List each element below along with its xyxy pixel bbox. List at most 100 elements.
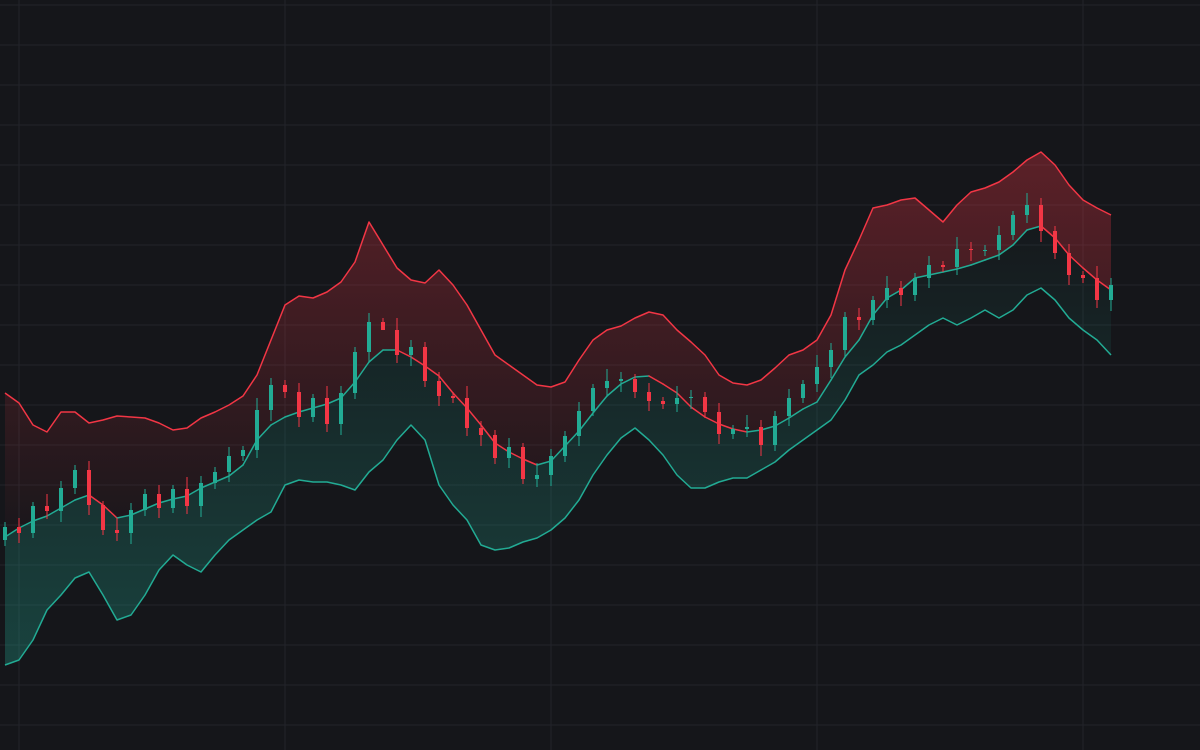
middle-line-segment (760, 425, 776, 431)
middle-line-segment (102, 504, 118, 519)
middle-line-segment (914, 274, 930, 279)
candle-body (129, 510, 133, 533)
middle-line-segment (1082, 267, 1098, 281)
candle-body (1095, 278, 1099, 300)
candle-body (1025, 205, 1029, 215)
middle-line-segment (228, 464, 244, 477)
middle-line-segment (606, 383, 622, 397)
candle-body (899, 288, 903, 295)
middle-line-segment (144, 502, 160, 510)
candle-body (997, 235, 1001, 250)
candle-body (619, 379, 623, 381)
candle-body (801, 384, 805, 398)
candle-body (871, 300, 875, 320)
candle-body (269, 385, 273, 410)
candle-body (87, 470, 91, 505)
middle-line-segment (536, 460, 552, 466)
candle-body (591, 388, 595, 411)
upper-band-line (4, 151, 1112, 433)
lower-band-area (5, 226, 1111, 665)
middle-line-segment (480, 424, 496, 444)
middle-line-segment (746, 429, 762, 433)
candle-body (101, 505, 105, 530)
candle-body (115, 530, 119, 533)
candle-body (633, 379, 637, 392)
middle-line-segment (676, 392, 692, 408)
candle-body (1067, 253, 1071, 275)
candle-body (1081, 275, 1085, 278)
middle-line-segment (354, 361, 370, 383)
middle-line-segment (60, 499, 76, 509)
middle-line-segment (690, 406, 706, 418)
candle-body (731, 429, 735, 434)
candle-body (325, 398, 329, 424)
middle-line-segment (242, 439, 258, 466)
middle-line-segment (340, 381, 356, 399)
candle-body (521, 447, 525, 479)
middle-line-segment (46, 507, 62, 517)
candle-body (507, 447, 511, 458)
candle-body (1039, 205, 1043, 231)
middle-line-segment (396, 349, 412, 358)
candle-body (857, 317, 861, 320)
middle-line-segment (844, 339, 860, 358)
candle-body (353, 352, 357, 393)
candle-body (703, 397, 707, 412)
candle-body (465, 398, 469, 428)
middle-line-segment (648, 375, 664, 385)
candle-body (535, 475, 539, 479)
candle-body (59, 488, 63, 511)
middle-line-segment (438, 375, 454, 394)
middle-line-segment (256, 424, 272, 441)
upper-band-area (5, 152, 1111, 537)
middle-line-segment (1040, 225, 1056, 239)
candle-body (675, 398, 679, 404)
candle-body (941, 265, 945, 267)
candle-body (773, 416, 777, 445)
candle-body (815, 367, 819, 384)
middle-line-segment (18, 520, 34, 529)
middle-line-segment (508, 451, 524, 460)
middle-line-segment (634, 375, 650, 378)
middle-line-segment (956, 264, 972, 270)
candle-body (927, 265, 931, 278)
middle-line-segment (774, 417, 790, 427)
middle-line-segment (984, 254, 1000, 261)
middle-line-segment (88, 494, 104, 506)
candle-body (787, 398, 791, 416)
middle-line-segment (816, 379, 832, 403)
middle-line-segment (4, 527, 20, 538)
candle-body (241, 450, 245, 456)
middle-line-segment (172, 495, 188, 500)
candle-body (31, 506, 35, 533)
middle-line-segment (858, 314, 874, 341)
candle-body (661, 401, 665, 404)
candle-body (227, 456, 231, 472)
candle-body (451, 396, 455, 398)
middle-line-segment (270, 416, 286, 426)
candle-body (563, 436, 567, 456)
middle-line-segment (494, 442, 510, 453)
candle-body (605, 381, 609, 388)
candle-body (381, 322, 385, 330)
candle-body (213, 472, 217, 483)
middle-line-segment (970, 259, 986, 266)
middle-line-segment (298, 407, 314, 413)
middle-line-segment (466, 407, 482, 426)
middle-line-segment (942, 268, 958, 273)
candle-body (493, 435, 497, 458)
middle-line-segment (592, 395, 608, 414)
candle-body (549, 456, 553, 475)
middle-line-segment (1054, 237, 1070, 256)
candle-body (759, 427, 763, 445)
middle-line-segment (158, 498, 174, 504)
candle-body (689, 397, 693, 398)
candle-body (437, 381, 441, 396)
candle-body (255, 410, 259, 450)
candle-body (283, 385, 287, 392)
middle-line-segment (326, 397, 342, 405)
candle-body (885, 288, 889, 300)
candle-body (647, 392, 651, 401)
